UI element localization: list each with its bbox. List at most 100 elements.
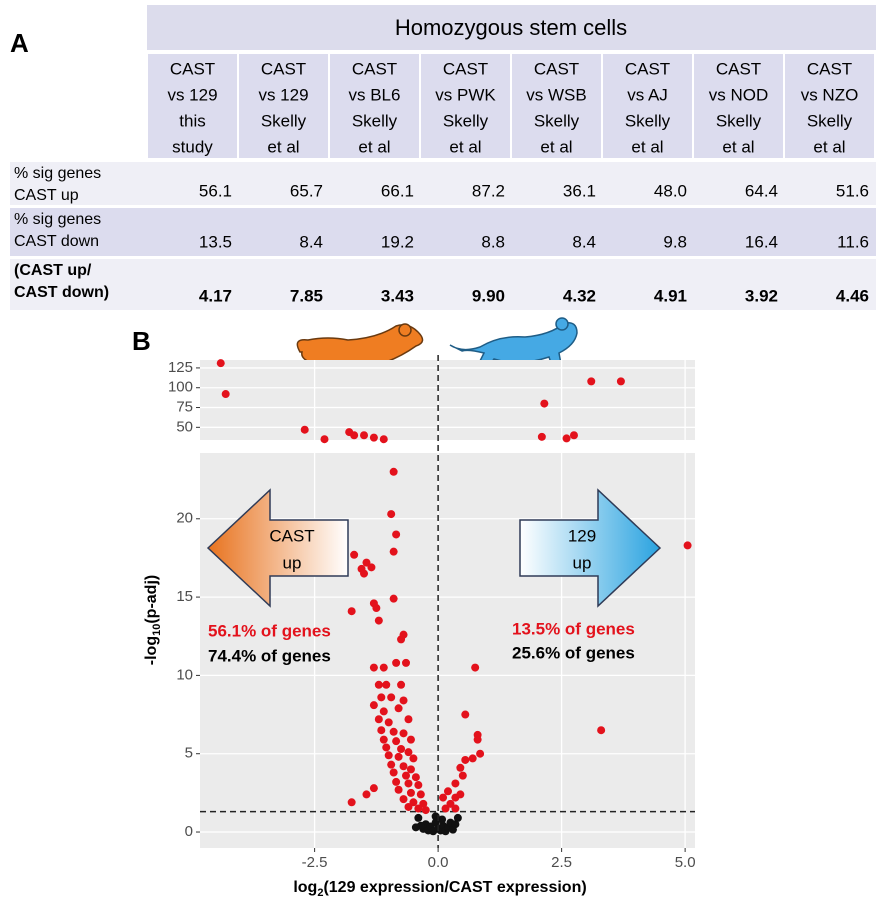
column-header: vs WSB: [526, 85, 586, 104]
column-header: CAST: [807, 59, 852, 78]
column-header: vs NZO: [801, 85, 859, 104]
point: [377, 726, 385, 734]
table-cell: 4.46: [836, 286, 869, 305]
arrow-label: 129: [568, 526, 596, 545]
point: [385, 751, 393, 759]
column-header: this: [179, 111, 205, 130]
point: [469, 754, 477, 762]
x-axis-label-part: (129 expression/CAST expression): [323, 879, 586, 896]
point: [380, 435, 388, 443]
y-tick-label: 125: [168, 359, 193, 376]
point: [474, 731, 482, 739]
point: [380, 707, 388, 715]
table-cell: 8.4: [299, 232, 323, 251]
table-cell: 65.7: [290, 181, 323, 200]
column-header: vs 129: [167, 85, 217, 104]
y-axis-label-part: 10: [151, 624, 163, 636]
point: [459, 772, 467, 780]
point: [471, 664, 479, 672]
point: [439, 794, 447, 802]
point: [456, 790, 464, 798]
point: [360, 431, 368, 439]
point: [395, 704, 403, 712]
point: [407, 765, 415, 773]
column-header: Skelly: [534, 111, 580, 130]
point: [348, 607, 356, 615]
table-cell: 64.4: [745, 181, 778, 200]
column-header: Skelly: [716, 111, 762, 130]
point: [597, 726, 605, 734]
panel-label: B: [132, 326, 151, 356]
table-cell: 16.4: [745, 232, 778, 251]
point: [395, 786, 403, 794]
point: [400, 762, 408, 770]
point: [382, 743, 390, 751]
point: [380, 736, 388, 744]
column-header: CAST: [625, 59, 670, 78]
point: [392, 778, 400, 786]
column-header: CAST: [170, 59, 215, 78]
point: [404, 779, 412, 787]
point: [563, 434, 571, 442]
column-header: vs PWK: [435, 85, 496, 104]
table-cell: 56.1: [199, 181, 232, 200]
point: [451, 805, 459, 813]
column-header: study: [172, 137, 213, 156]
y-axis-label: -log10(p-adj): [143, 575, 163, 665]
y-tick-label: 15: [176, 588, 193, 605]
point: [538, 433, 546, 441]
point: [375, 715, 383, 723]
column-header: vs BL6: [349, 85, 401, 104]
column-header: Skelly: [625, 111, 671, 130]
percent-label: 13.5% of genes: [512, 619, 635, 638]
point: [404, 748, 412, 756]
point: [392, 530, 400, 538]
point: [222, 390, 230, 398]
y-tick-label: 20: [176, 510, 193, 527]
y-tick-label: 50: [176, 418, 193, 435]
point: [412, 773, 420, 781]
y-tick-label: 5: [185, 745, 193, 762]
column-header: Skelly: [352, 111, 398, 130]
table-cell: 4.32: [563, 286, 596, 305]
y-tick-label: 0: [185, 823, 193, 840]
point: [301, 426, 309, 434]
point: [400, 729, 408, 737]
row-label: CAST up: [14, 187, 79, 204]
panel: 50 75 100 125: [168, 359, 695, 443]
column-header: et al: [631, 137, 663, 156]
point: [367, 563, 375, 571]
point: [438, 815, 446, 823]
point: [414, 781, 422, 789]
point: [451, 779, 459, 787]
row-label: % sig genes: [14, 211, 101, 228]
column-header: Skelly: [807, 111, 853, 130]
arrow-label: up: [283, 553, 302, 572]
row-label: (CAST up/: [14, 262, 92, 279]
point: [387, 693, 395, 701]
y-tick-label: 75: [176, 398, 193, 415]
point: [587, 377, 595, 385]
column-header: CAST: [352, 59, 397, 78]
point: [444, 787, 452, 795]
point: [397, 681, 405, 689]
point: [407, 789, 415, 797]
table-cell: 3.43: [381, 286, 414, 305]
point: [390, 728, 398, 736]
row-label: CAST down: [14, 233, 99, 250]
row-label: CAST down): [14, 284, 109, 301]
point: [377, 693, 385, 701]
table-cell: 51.6: [836, 181, 869, 200]
table-cell: 3.92: [745, 286, 778, 305]
point: [456, 764, 464, 772]
y-tick-label: 100: [168, 379, 193, 396]
point: [409, 754, 417, 762]
table-cell: 66.1: [381, 181, 414, 200]
point: [407, 736, 415, 744]
table-cell: 11.6: [837, 232, 869, 251]
point: [392, 737, 400, 745]
point: [385, 718, 393, 726]
point: [461, 756, 469, 764]
table-cell: 13.5: [199, 232, 232, 251]
